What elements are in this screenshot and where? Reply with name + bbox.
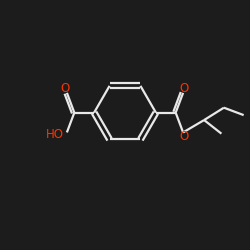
- Text: HO: HO: [46, 128, 64, 141]
- Text: O: O: [180, 130, 189, 143]
- Text: O: O: [180, 82, 189, 95]
- Text: O: O: [60, 82, 70, 95]
